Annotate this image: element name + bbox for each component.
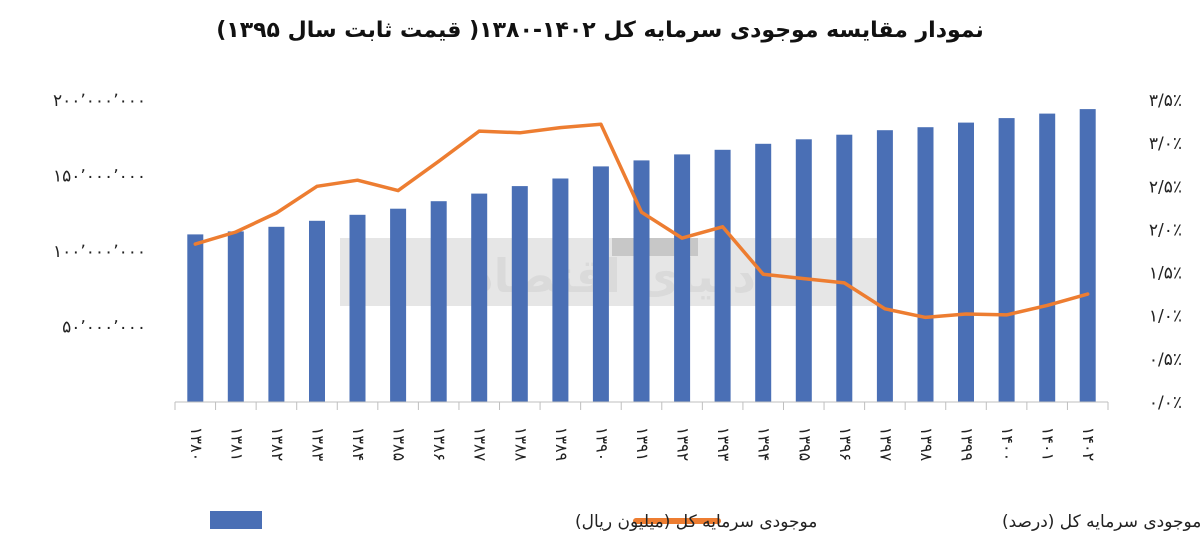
bar-1387 xyxy=(471,193,488,402)
growth-point-1399 xyxy=(964,312,968,316)
growth-point-1381 xyxy=(234,230,238,234)
bar-1402 xyxy=(1079,109,1096,402)
right-tick-label: ۳/۰٪ xyxy=(1149,134,1182,154)
bar-1389 xyxy=(552,178,569,402)
x-tick-label: ۱۳۹۷ xyxy=(876,427,895,462)
growth-point-1391 xyxy=(640,210,643,214)
bar-1390 xyxy=(592,166,609,402)
legend: رشد موجودی سرمایه کل (درصد) موجودی سرمای… xyxy=(210,511,1200,532)
x-tick-label: ۱۳۸۱ xyxy=(227,427,246,461)
growth-point-1390 xyxy=(599,122,603,126)
bar-1384 xyxy=(349,214,366,402)
bar-1401 xyxy=(1039,113,1056,402)
growth-point-1397 xyxy=(883,307,887,311)
right-tick-label: ۲/۰٪ xyxy=(1149,220,1182,240)
left-tick-label: ۲۰۰٬۰۰۰٬۰۰۰ xyxy=(53,91,146,111)
left-tick-label: ۱۵۰٬۰۰۰٬۰۰۰ xyxy=(53,167,146,187)
growth-point-1401 xyxy=(1045,303,1049,307)
x-tick-label: ۱۴۰۰ xyxy=(998,427,1017,461)
x-tick-label: ۱۳۸۶ xyxy=(430,427,449,461)
x-tick-label: ۱۳۹۴ xyxy=(755,427,774,461)
left-tick-label: ۵۰٬۰۰۰٬۰۰۰ xyxy=(62,318,146,338)
growth-point-1380 xyxy=(193,242,197,246)
growth-point-1383 xyxy=(315,184,319,188)
growth-point-1395 xyxy=(802,277,806,281)
growth-point-1387 xyxy=(477,129,481,133)
x-tick-label: ۱۳۹۰ xyxy=(592,427,611,461)
x-tick-label: ۱۳۸۲ xyxy=(268,427,287,461)
x-tick-label: ۱۳۹۲ xyxy=(674,427,693,461)
axis-layer xyxy=(174,401,1109,410)
x-tick-label: ۱۳۹۵ xyxy=(795,427,814,461)
x-tick-label: ۱۳۸۳ xyxy=(309,427,328,462)
bar-1398 xyxy=(917,127,934,402)
bar-1391 xyxy=(633,160,650,402)
x-tick-label: ۱۴۰۲ xyxy=(1079,427,1098,461)
growth-point-1385 xyxy=(396,189,400,193)
x-tick-label: ۱۳۹۶ xyxy=(836,427,855,461)
bar-1400 xyxy=(998,118,1015,402)
growth-point-1384 xyxy=(356,178,359,182)
legend-item-line: رشد موجودی سرمایه کل (درصد) xyxy=(633,512,1200,532)
growth-point-1396 xyxy=(842,281,846,285)
legend-swatch-bar xyxy=(210,511,262,529)
bar-1399 xyxy=(958,122,974,402)
growth-point-1386 xyxy=(437,159,441,163)
x-tick-label: ۱۴۰۱ xyxy=(1039,427,1058,461)
legend-label-bar: موجودی سرمایه کل (میلیون ریال) xyxy=(575,512,817,532)
x-tick-label: ۱۳۹۹ xyxy=(958,427,977,461)
growth-point-1402 xyxy=(1086,292,1090,296)
legend-item-bar: موجودی سرمایه کل (میلیون ریال) xyxy=(210,511,817,532)
bars-layer xyxy=(187,109,1096,403)
x-tick-label: ۱۳۸۵ xyxy=(390,427,409,461)
right-tick-label: ۱/۰٪ xyxy=(1149,307,1182,327)
bar-1393 xyxy=(714,149,731,402)
line-layer xyxy=(193,122,1090,320)
growth-point-1392 xyxy=(680,236,684,240)
x-tick-label: ۱۳۹۳ xyxy=(714,427,733,462)
bar-1396 xyxy=(836,134,853,402)
left-axis-ticks: ۵۰٬۰۰۰٬۰۰۰ ۱۰۰٬۰۰۰٬۰۰۰ ۱۵۰٬۰۰۰٬۰۰۰ ۲۰۰٬۰۰۰٬… xyxy=(53,91,146,338)
x-tick-label: ۱۳۸۴ xyxy=(349,427,368,461)
x-tick-label: ۱۳۸۹ xyxy=(552,427,571,461)
right-axis-ticks: ۰/۰٪ ۰/۵٪ ۱/۰٪ ۱/۵٪ ۲/۰٪ ۲/۵٪ ۳/۰٪ ۳/۵٪ xyxy=(1149,91,1182,413)
x-tick-label: ۱۳۸۸ xyxy=(511,427,530,462)
bar-1392 xyxy=(674,154,691,402)
right-tick-label: ۲/۵٪ xyxy=(1149,177,1182,197)
bar-1397 xyxy=(876,130,893,402)
x-tick-label: ۱۳۹۱ xyxy=(633,427,652,461)
growth-point-1389 xyxy=(558,126,562,130)
x-tick-label: ۱۳۸۰ xyxy=(187,427,206,461)
right-tick-label: ۳/۵٪ xyxy=(1149,91,1182,111)
x-tick-label: ۱۳۹۸ xyxy=(917,427,936,462)
bar-1382 xyxy=(268,226,285,402)
growth-point-1394 xyxy=(761,272,765,276)
x-tick-label: ۱۳۸۷ xyxy=(471,427,490,462)
growth-point-1388 xyxy=(518,131,522,135)
growth-point-1398 xyxy=(924,315,927,319)
growth-point-1393 xyxy=(721,225,725,229)
left-tick-label: ۱۰۰٬۰۰۰٬۰۰۰ xyxy=(53,242,146,262)
right-tick-label: ۱/۵٪ xyxy=(1149,264,1182,284)
bar-1386 xyxy=(430,201,447,402)
right-tick-label: ۰/۵٪ xyxy=(1149,350,1182,370)
legend-label-line: رشد موجودی سرمایه کل (درصد) xyxy=(1002,512,1200,532)
growth-point-1400 xyxy=(1005,313,1009,317)
bar-1383 xyxy=(309,220,325,402)
bar-1388 xyxy=(511,186,528,402)
bar-1380 xyxy=(187,234,204,402)
growth-point-1382 xyxy=(274,211,278,215)
chart-title: نمودار مقایسه موجودی سرمایه کل ۱۴۰۲-۱۳۸۰… xyxy=(216,18,984,43)
bar-1395 xyxy=(795,139,812,403)
bar-1381 xyxy=(227,231,244,402)
x-axis-ticks: ۱۳۸۰ ۱۳۸۱ ۱۳۸۲ ۱۳۸۳ ۱۳۸۴ ۱۳۸۵ ۱۳۸۶ ۱۳۸۷ ۱۳۸۸ ۱۳۸۹… xyxy=(187,427,1098,462)
right-tick-label: ۰/۰٪ xyxy=(1149,393,1182,413)
bar-1385 xyxy=(390,208,407,402)
